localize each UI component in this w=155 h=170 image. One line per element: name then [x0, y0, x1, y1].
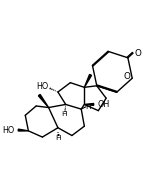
Text: H: H	[85, 104, 91, 110]
Text: HO: HO	[36, 82, 49, 91]
Text: HO: HO	[2, 126, 14, 135]
Polygon shape	[84, 74, 92, 87]
Polygon shape	[38, 95, 49, 108]
Text: O: O	[124, 72, 131, 81]
Text: OH: OH	[97, 100, 110, 109]
Polygon shape	[18, 129, 28, 131]
Polygon shape	[84, 104, 94, 105]
Text: H: H	[62, 111, 67, 117]
Text: O: O	[135, 49, 142, 58]
Text: H: H	[56, 135, 61, 141]
